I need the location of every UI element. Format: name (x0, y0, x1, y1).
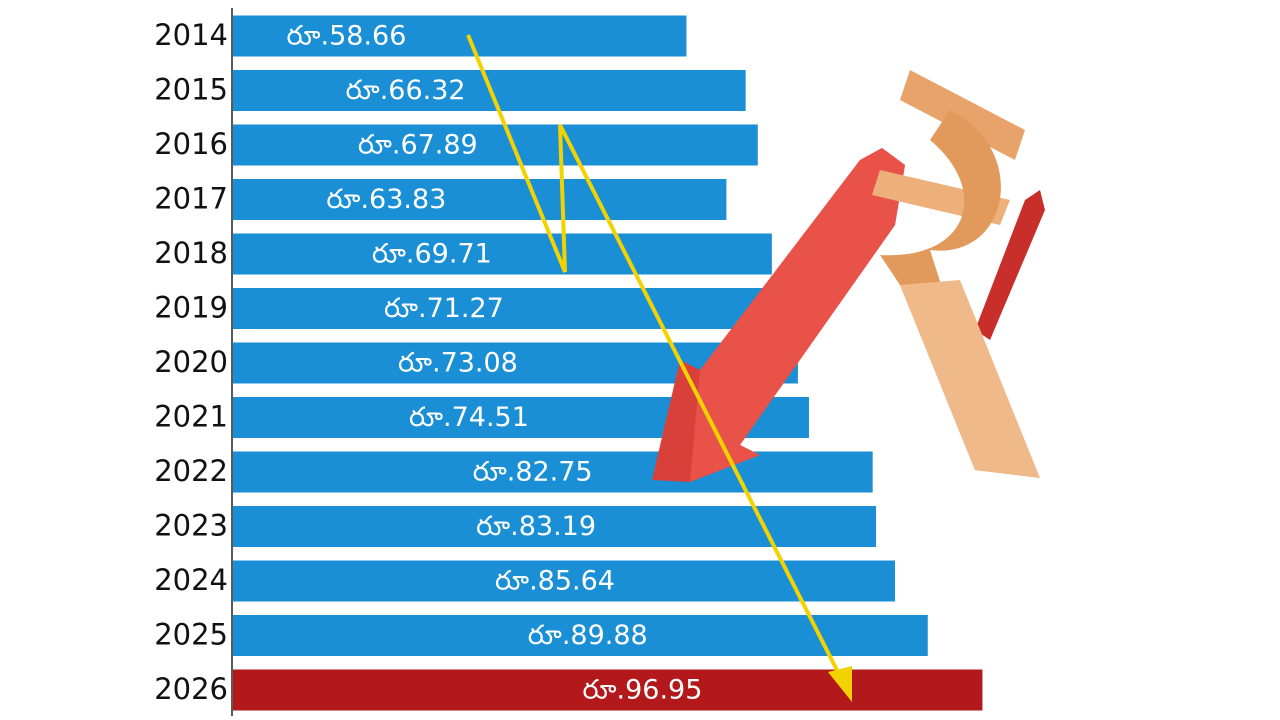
y-tick-label: 2014 (154, 18, 228, 52)
value-label: రూ.74.51 (409, 402, 529, 433)
y-tick-label: 2023 (154, 509, 228, 543)
value-label: రూ.73.08 (398, 348, 518, 379)
bar (233, 15, 687, 57)
y-tick-label: 2015 (154, 73, 228, 107)
yellow-arrow (466, 34, 852, 702)
y-tick-label: 2025 (154, 618, 228, 652)
bars (233, 15, 983, 711)
y-tick-label: 2016 (154, 127, 228, 161)
value-label: రూ.89.88 (528, 620, 648, 651)
bar (233, 451, 873, 493)
value-label: రూ.63.83 (326, 184, 446, 215)
rupee-bar-top (900, 70, 1025, 160)
bar (233, 233, 772, 275)
rupee-leg (900, 280, 1040, 478)
bar (233, 669, 983, 711)
value-label: రూ.71.27 (384, 293, 504, 324)
value-label: రూ.66.32 (346, 75, 466, 106)
value-label: రూ.69.71 (372, 239, 492, 270)
red-arrow-tail (975, 190, 1045, 340)
rupee-illustration (652, 70, 1045, 482)
value-label: రూ.83.19 (476, 511, 596, 542)
bar (233, 288, 784, 329)
y-tick-label: 2026 (154, 672, 228, 706)
red-arrow-face (690, 148, 905, 482)
bar (233, 179, 727, 220)
yellow-zigzag (466, 34, 844, 681)
value-label: రూ.67.89 (358, 130, 478, 161)
y-tick-label: 2019 (154, 291, 228, 325)
y-tick-label: 2022 (154, 454, 228, 488)
value-label: రూ.96.95 (582, 675, 702, 706)
value-label: రూ.82.75 (473, 457, 593, 488)
y-tick-label: 2020 (154, 345, 228, 379)
value-label: రూ.58.66 (286, 21, 406, 52)
bar (233, 124, 758, 166)
y-tick-label: 2018 (154, 236, 228, 270)
y-tick-label: 2024 (154, 563, 228, 597)
y-tick-label: 2017 (154, 182, 228, 216)
yellow-arrowhead (828, 666, 852, 702)
value-label: రూ.85.64 (495, 566, 615, 597)
y-tick-label: 2021 (154, 400, 228, 434)
